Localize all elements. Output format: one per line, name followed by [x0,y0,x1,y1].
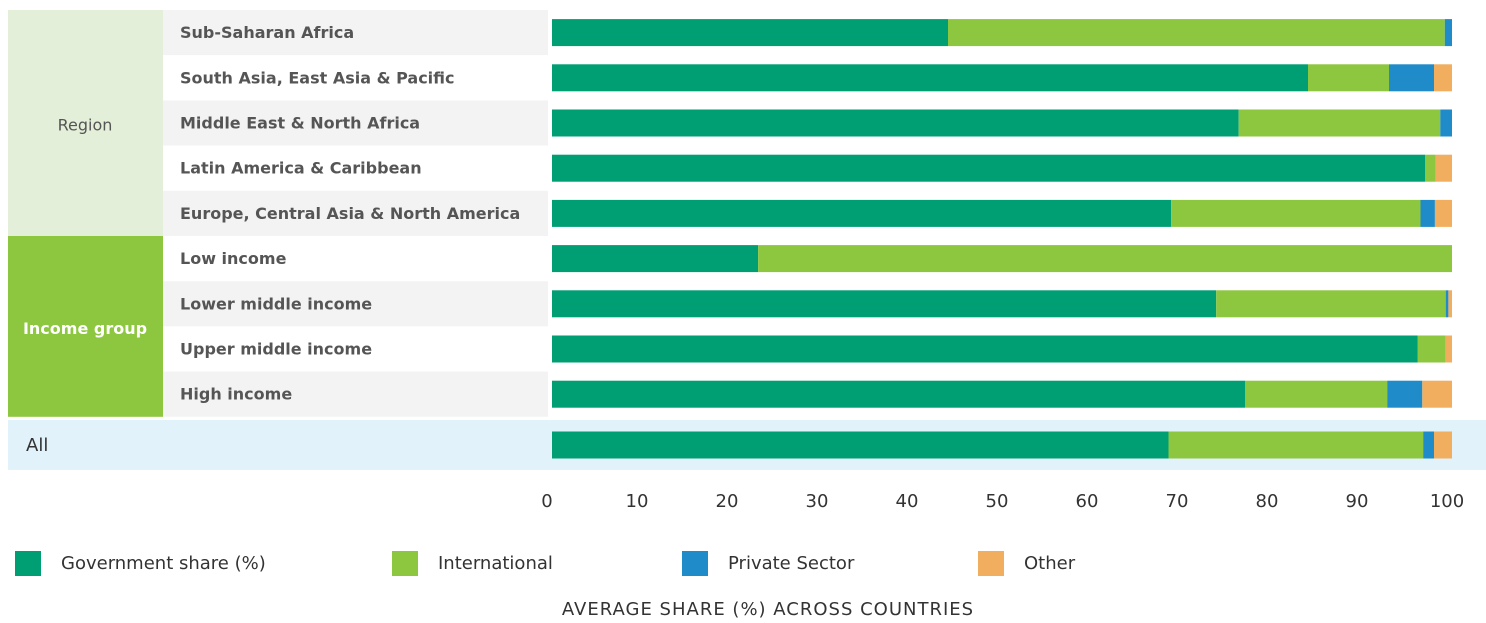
category-label: Sub-Saharan Africa [180,23,354,42]
bar-segment [552,154,1425,182]
bar-segment [1448,290,1452,318]
bar-segment [552,380,1245,408]
bar-segment [948,19,1445,47]
category-label: High income [180,385,292,404]
bar-segment [552,199,1172,227]
group-label: Region [58,116,113,135]
x-tick-label: 60 [1076,491,1099,512]
legend-swatch [392,551,418,576]
group-cell [8,236,163,417]
bar-segment [1238,109,1441,137]
x-tick-label: 0 [541,491,552,512]
row-band [163,371,548,417]
x-tick-label: 30 [806,491,829,512]
bar-segment [552,290,1217,318]
group-cell [8,10,163,236]
bar-segment [1216,290,1446,318]
x-tick-label: 80 [1256,491,1279,512]
legend-label: Private Sector [728,553,855,574]
bar-segment [1434,64,1452,92]
category-label: Europe, Central Asia & North America [180,204,520,223]
bar-segment [552,431,1169,459]
bar-segment [1417,335,1446,363]
row-band [163,281,548,327]
bar-segment [552,245,759,273]
bar-segment [1423,431,1434,459]
x-tick-label: 70 [1166,491,1189,512]
bar-segment [758,245,1452,273]
bar-segment [1308,64,1389,92]
bar-segment [552,335,1418,363]
legend-label: Other [1024,553,1076,574]
legend-swatch [15,551,41,576]
bar-segment [1420,199,1435,227]
row-band [163,145,548,191]
row-band [163,236,548,282]
row-band [163,326,548,372]
x-tick-label: 20 [716,491,739,512]
bar-segment [1387,380,1423,408]
row-band [163,100,548,146]
group-label: Income group [23,319,147,338]
x-axis-title: AVERAGE SHARE (%) ACROSS COUNTRIES [562,599,974,620]
legend-swatch [682,551,708,576]
bar-segment [1434,199,1452,227]
category-label: South Asia, East Asia & Pacific [180,68,455,87]
bar-segment [1171,199,1421,227]
category-label: Upper middle income [180,340,372,359]
bar-segment [1435,154,1452,182]
bar-segment [552,109,1239,137]
row-band [163,190,548,236]
bar-segment [552,64,1308,92]
bar-segment [1445,335,1452,363]
x-tick-label: 10 [626,491,649,512]
bar-segment [1168,431,1424,459]
category-label: Lower middle income [180,294,372,313]
category-label: Middle East & North Africa [180,114,420,133]
category-label: All [26,435,48,456]
row-band [163,55,548,101]
bar-segment [552,19,948,47]
bar-segment [1425,154,1436,182]
bar-segment [1434,431,1452,459]
bar-segment [1245,380,1388,408]
category-label: Low income [180,249,287,268]
x-tick-label: 40 [896,491,919,512]
bar-segment [1445,290,1449,318]
x-tick-label: 100 [1430,491,1464,512]
bar-segment [1444,19,1452,47]
legend-label: Government share (%) [61,553,266,574]
legend-swatch [978,551,1004,576]
x-tick-label: 90 [1346,491,1369,512]
bar-segment [1440,109,1452,137]
bar-segment [1389,64,1434,92]
x-tick-label: 50 [986,491,1009,512]
bar-segment [1422,380,1452,408]
category-label: Latin America & Caribbean [180,159,422,178]
row-band [163,10,548,56]
legend-label: International [438,553,553,574]
